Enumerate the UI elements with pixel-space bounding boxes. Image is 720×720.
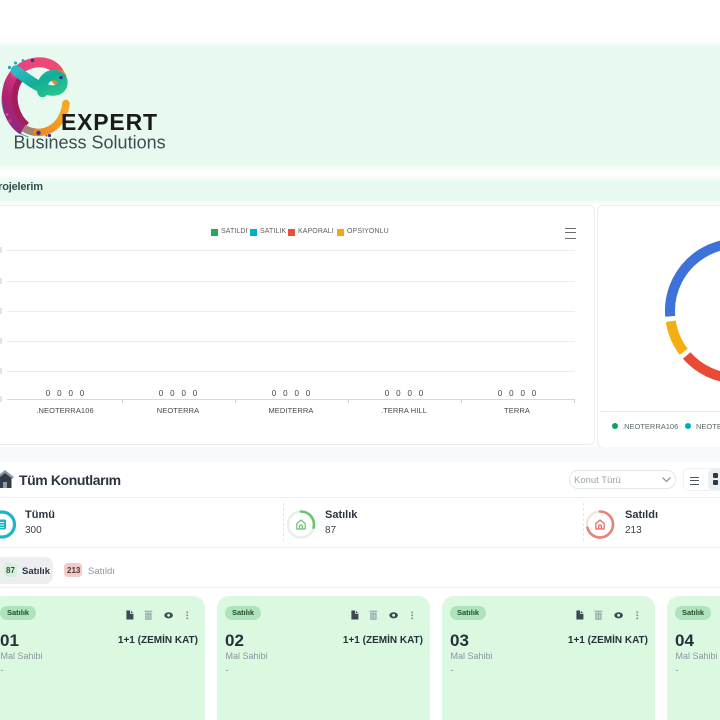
svg-text:Business Solutions: Business Solutions — [14, 133, 166, 153]
svg-text:EXPERT: EXPERT — [61, 109, 158, 135]
